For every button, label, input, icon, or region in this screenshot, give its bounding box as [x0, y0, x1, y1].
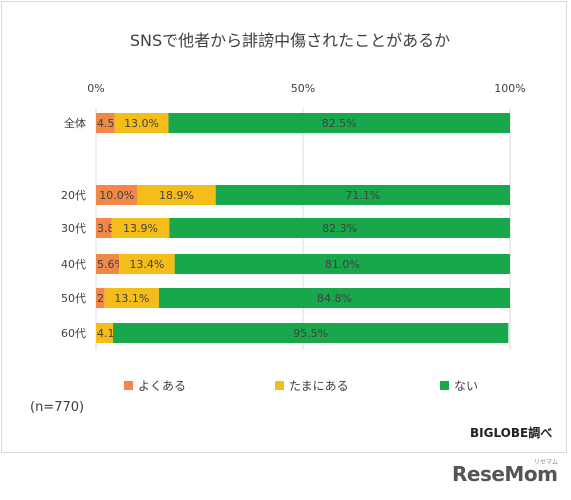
x-tick-label: 0%	[87, 82, 104, 95]
legend-swatch	[275, 381, 284, 390]
category-label: 40代	[61, 258, 86, 271]
category-label: 全体	[64, 116, 86, 130]
source-label: BIGLOBE調べ	[470, 426, 553, 440]
bar-segment	[96, 185, 138, 205]
chart-title: SNSで他者から誹謗中傷されたことがあるか	[130, 31, 450, 50]
data-label: 81.0%	[325, 258, 360, 271]
data-label: 5.6%	[97, 258, 125, 271]
x-tick-label: 100%	[494, 82, 525, 95]
x-tick-labels: 0% 50% 100%	[87, 82, 525, 95]
legend-swatch	[440, 381, 449, 390]
bar-segment	[96, 323, 113, 343]
data-label: 13.9%	[123, 222, 158, 235]
category-label: 30代	[61, 222, 86, 235]
bar-segment	[96, 254, 120, 274]
bar-segment	[174, 254, 510, 274]
category-label: 20代	[61, 189, 86, 202]
data-label: 18.9%	[159, 189, 194, 202]
bars: 4.5% 13.0% 82.5%10.0% 18.9% 71.1%3.8%13.9% 82…	[96, 113, 511, 343]
data-label: 95.5%	[293, 327, 328, 340]
category-labels: 全体 20代 30代 40代 50代 60代	[61, 116, 86, 340]
bar-segment	[104, 288, 159, 308]
legend: よくある たまにある ない	[124, 379, 478, 393]
x-tick-label: 50%	[291, 82, 315, 95]
bar-segment	[96, 113, 115, 133]
legend-swatch	[124, 381, 133, 390]
bar-segment	[168, 113, 510, 133]
category-label: 60代	[61, 327, 86, 340]
bar-segment	[111, 218, 170, 238]
resemom-logo-sub: リセマム	[534, 459, 559, 466]
resemom-logo: ReseMom	[452, 462, 558, 486]
data-label: 13.4%	[129, 258, 164, 271]
legend-label: ない	[454, 379, 478, 393]
bar-segment	[158, 288, 511, 308]
data-label: 10.0%	[99, 189, 134, 202]
data-label: 13.0%	[124, 117, 159, 130]
category-label: 50代	[61, 292, 86, 305]
legend-label: よくある	[138, 379, 186, 393]
bar-segment	[169, 218, 510, 238]
bar-segment	[112, 323, 509, 343]
data-label: 84.8%	[317, 292, 352, 305]
legend-label: たまにある	[289, 379, 349, 393]
bar-segment	[119, 254, 175, 274]
data-label: 13.1%	[114, 292, 149, 305]
data-label: 71.1%	[345, 189, 380, 202]
bar-segment	[137, 185, 216, 205]
bar-segment	[96, 288, 105, 308]
data-label: 82.5%	[322, 117, 357, 130]
chart-frame	[1, 1, 567, 453]
bar-segment	[215, 185, 510, 205]
sample-size-note: (n=770)	[30, 400, 85, 415]
data-label: 82.3%	[322, 222, 357, 235]
bar-segment	[114, 113, 169, 133]
bar-segment	[96, 218, 112, 238]
